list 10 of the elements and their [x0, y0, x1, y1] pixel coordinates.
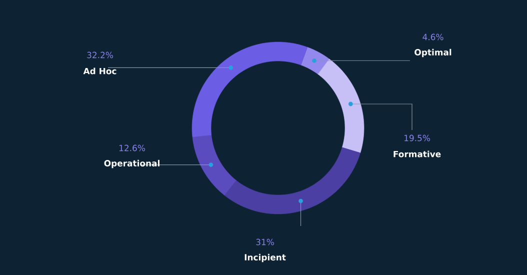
- data-label: 12.6%: [119, 144, 145, 152]
- slice-label: Formative: [394, 150, 441, 158]
- data-label: 31%: [256, 238, 274, 246]
- slice-label: Incipient: [244, 254, 286, 262]
- slice-label: Operational: [104, 160, 160, 168]
- data-label: 19.5%: [404, 134, 430, 142]
- data-label: 4.6%: [422, 34, 444, 40]
- data-label: 32.2%: [87, 52, 113, 58]
- slice-label: Ad Hoc: [83, 68, 116, 74]
- slice-label: Optimal: [414, 48, 452, 58]
